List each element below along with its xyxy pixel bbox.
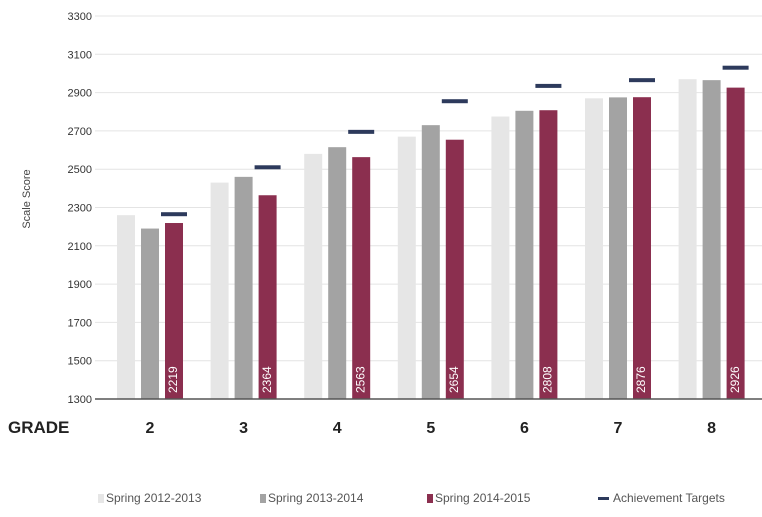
achievement-target-marker: [441, 99, 468, 104]
bar-spring-2013-2014-grade-6: [515, 110, 534, 399]
bar-value-label: 2808: [541, 366, 555, 393]
bar-spring-2013-2014-grade-8: [702, 80, 721, 399]
y-tick-label: 2500: [68, 164, 92, 176]
legend-item-2012-2013: Spring 2012-2013: [98, 491, 201, 505]
legend-label: Spring 2013-2014: [268, 491, 364, 505]
achievement-target-markers: [161, 65, 749, 217]
bars: [117, 79, 745, 400]
y-tick-label: 1300: [68, 394, 92, 406]
bar-spring-2013-2014-grade-7: [609, 97, 627, 399]
y-tick-label: 2900: [68, 88, 92, 100]
y-axis-ticks: 1300 1500 1700 1900 2100 2300 2500 2700 2900 3100…: [68, 11, 92, 406]
x-tick-label: 3: [239, 420, 248, 437]
bar-value-labels: 2219 2364 2563 2654 2808 2876 2926: [166, 366, 742, 393]
y-tick-label: 2300: [68, 203, 92, 215]
bar-spring-2012-2013-grade-2: [117, 215, 135, 399]
legend-swatch: [98, 494, 104, 504]
bar-spring-2012-2013-grade-3: [210, 182, 229, 399]
achievement-target-marker: [722, 65, 749, 70]
legend-item-2014-2015: Spring 2014-2015: [427, 491, 530, 505]
x-tick-label: 4: [333, 420, 342, 437]
x-axis-title: GRADE: [8, 418, 69, 437]
achievement-target-marker: [629, 78, 655, 83]
legend-swatch: [427, 494, 433, 504]
legend-item-achievement-targets: Achievement Targets: [598, 491, 725, 505]
y-tick-label: 2700: [68, 126, 92, 138]
bar-spring-2014-2015-grade-7: [633, 97, 651, 400]
achievement-target-marker: [254, 165, 281, 170]
bar-spring-2012-2013-grade-5: [397, 136, 416, 399]
x-axis-ticks: 2 3 4 5 6 7 8: [146, 420, 717, 437]
bar-value-label: 2563: [353, 366, 367, 393]
bar-spring-2012-2013-grade-7: [585, 98, 603, 399]
bar-value-label: 2926: [728, 366, 742, 393]
bar-spring-2014-2015-grade-8: [726, 87, 745, 399]
y-tick-label: 1700: [68, 317, 92, 329]
bar-spring-2013-2014-grade-3: [234, 176, 253, 399]
x-tick-label: 5: [426, 420, 435, 437]
bar-spring-2012-2013-grade-6: [491, 116, 510, 399]
achievement-target-marker: [161, 212, 187, 217]
bar-spring-2013-2014-grade-2: [141, 228, 159, 399]
y-tick-label: 1500: [68, 356, 92, 368]
x-tick-label: 8: [707, 420, 716, 437]
bar-spring-2012-2013-grade-8: [678, 79, 697, 399]
bar-spring-2012-2013-grade-4: [304, 153, 323, 399]
bar-spring-2013-2014-grade-4: [328, 147, 347, 399]
bar-spring-2014-2015-grade-2: [165, 223, 183, 399]
bar-spring-2013-2014-grade-5: [421, 125, 440, 399]
bar-spring-2014-2015-grade-6: [539, 110, 558, 399]
legend-label: Achievement Targets: [613, 491, 725, 505]
legend-label: Spring 2014-2015: [435, 491, 531, 505]
legend-label: Spring 2012-2013: [106, 491, 202, 505]
y-axis-label: Scale Score: [21, 169, 33, 228]
achievement-target-marker: [348, 129, 375, 134]
bar-spring-2014-2015-grade-4: [352, 157, 371, 399]
bar-value-label: 2654: [447, 366, 461, 393]
bar-value-label: 2876: [634, 366, 648, 393]
x-tick-label: 6: [520, 420, 529, 437]
legend-item-2013-2014: Spring 2013-2014: [260, 491, 363, 505]
x-tick-label: 7: [614, 420, 623, 437]
achievement-target-marker: [535, 83, 562, 88]
y-tick-label: 3100: [68, 49, 92, 61]
bar-spring-2014-2015-grade-3: [258, 195, 277, 399]
bar-value-label: 2219: [166, 366, 180, 393]
bar-value-label: 2364: [260, 366, 274, 393]
y-tick-label: 2100: [68, 241, 92, 253]
y-tick-label: 1900: [68, 279, 92, 291]
x-tick-label: 2: [146, 420, 155, 437]
y-tick-label: 3300: [68, 11, 92, 23]
legend-target-swatch: [598, 497, 609, 501]
bar-spring-2014-2015-grade-5: [445, 139, 464, 400]
legend-swatch: [260, 494, 266, 504]
